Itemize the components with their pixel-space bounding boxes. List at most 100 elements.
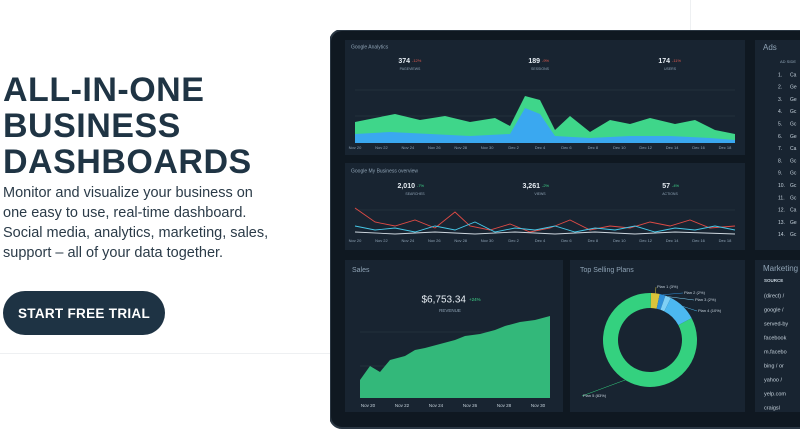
widget [345, 163, 745, 250]
widget-title: Marketing [763, 264, 798, 273]
hero-title: ALL-IN-ONE BUSINESS DASHBOARDS [3, 72, 252, 180]
row-name: Gc [790, 109, 797, 115]
x-tick-label: Dec 4 [535, 238, 546, 243]
donut-segment [603, 293, 697, 387]
metric-value: 57 [662, 183, 670, 190]
x-tick-label: Nov 20 [349, 238, 362, 243]
row-name: (direct) / [764, 293, 785, 299]
row-name: facebook [764, 335, 787, 341]
donut-segment [664, 297, 692, 326]
leader-line [682, 306, 698, 312]
x-tick-label: Nov 28 [497, 403, 512, 408]
x-tick-label: Dec 8 [588, 238, 599, 243]
x-tick-label: Dec 16 [692, 145, 705, 150]
x-tick-label: Dec 10 [613, 238, 626, 243]
legend-label: Plan 5 (83%) [583, 393, 607, 398]
row-name: Gc [790, 183, 797, 189]
row-name: Gc [790, 195, 797, 201]
row-name: Ca [790, 72, 797, 78]
donut-segment [660, 295, 671, 312]
row-name: Ge [790, 85, 797, 91]
x-tick-label: Dec 14 [666, 145, 679, 150]
x-tick-label: Dec 16 [692, 238, 705, 243]
x-tick-label: Nov 26 [428, 238, 441, 243]
x-tick-label: Dec 18 [719, 145, 732, 150]
metric-value: 374 [398, 58, 410, 65]
x-tick-label: Dec 12 [639, 145, 652, 150]
x-tick-label: Dec 2 [508, 238, 519, 243]
column-header: SOURCE [764, 278, 783, 283]
metric-change: +24% [469, 297, 481, 302]
row-index: 8. [778, 158, 782, 164]
row-name: Gc [790, 232, 797, 238]
leader-line [662, 292, 684, 295]
title-line: ALL-IN-ONE [3, 71, 205, 109]
row-index: 2. [778, 85, 782, 91]
metric-change: -4% [672, 183, 680, 188]
x-tick-label: Nov 20 [349, 145, 362, 150]
divider [690, 0, 691, 30]
divider [0, 353, 330, 354]
metric-label: ACTIONS [662, 192, 678, 196]
row-name: Ge [790, 134, 797, 140]
x-tick-label: Nov 30 [531, 403, 546, 408]
row-name: Gc [790, 158, 797, 164]
dashboard: Google Analytics 374 -12% PAGEVIEWS 189 -9% SE… [330, 30, 800, 429]
donut-segment [650, 293, 660, 309]
metric-label: SESSIONS [531, 67, 550, 71]
row-index: 5. [778, 122, 782, 128]
row-index: 10. [778, 183, 785, 189]
x-tick-label: Nov 28 [454, 145, 467, 150]
row-name: Gc [790, 122, 797, 128]
title-line: DASHBOARDS [3, 143, 252, 181]
metric-change: -11% [672, 58, 681, 63]
x-tick-label: Dec 4 [535, 145, 546, 150]
row-name: yahoo / [764, 377, 783, 383]
row-index: 14. [778, 232, 785, 238]
x-tick-label: Nov 22 [375, 145, 388, 150]
title-line: BUSINESS [3, 107, 181, 145]
donut-segment [656, 294, 666, 310]
row-name: bing / or [764, 363, 784, 369]
metric-value: 2,010 [397, 183, 415, 190]
row-index: 9. [778, 171, 782, 177]
cta-button[interactable]: START FREE TRIAL [3, 291, 165, 335]
row-index: 12. [778, 208, 785, 214]
x-tick-label: Nov 28 [454, 238, 467, 243]
widget-title: Sales [352, 267, 370, 274]
row-index: 6. [778, 134, 782, 140]
row-name: craigsl [764, 405, 780, 411]
widget-title: Ads [763, 43, 777, 52]
widget-title: Google Analytics [351, 44, 389, 50]
legend-label: Plan 3 (2%) [695, 297, 717, 302]
row-name: Ge [790, 97, 797, 103]
metric-value: 174 [658, 58, 670, 65]
column-header: AD SIDE [780, 59, 796, 64]
legend-label: Plan 2 (2%) [684, 290, 706, 295]
row-name: google / [764, 307, 784, 313]
metric-label: REVENUE [439, 308, 461, 313]
row-index: 13. [778, 220, 785, 226]
metric-change: -7% [417, 183, 425, 188]
row-name: served-by [764, 321, 788, 327]
x-tick-label: Nov 24 [402, 238, 415, 243]
widget [570, 260, 745, 412]
row-name: Gc [790, 171, 797, 177]
row-index: 3. [778, 97, 782, 103]
widget [755, 40, 800, 250]
x-tick-label: Dec 8 [588, 145, 599, 150]
x-tick-label: Nov 30 [481, 238, 494, 243]
x-tick-label: Dec 14 [666, 238, 679, 243]
x-tick-label: Nov 26 [428, 145, 441, 150]
sales-chart [360, 316, 550, 398]
x-tick-label: Nov 24 [402, 145, 415, 150]
metric-value: 3,261 [522, 183, 540, 190]
leader-line [655, 286, 657, 294]
x-tick-label: Nov 30 [481, 145, 494, 150]
legend-label: Plan 1 (3%) [657, 284, 679, 289]
metric-label: VIEWS [534, 192, 546, 196]
legend-label: Plan 4 (10%) [698, 308, 722, 313]
metric-value: 189 [528, 58, 540, 65]
x-tick-label: Nov 24 [429, 403, 444, 408]
